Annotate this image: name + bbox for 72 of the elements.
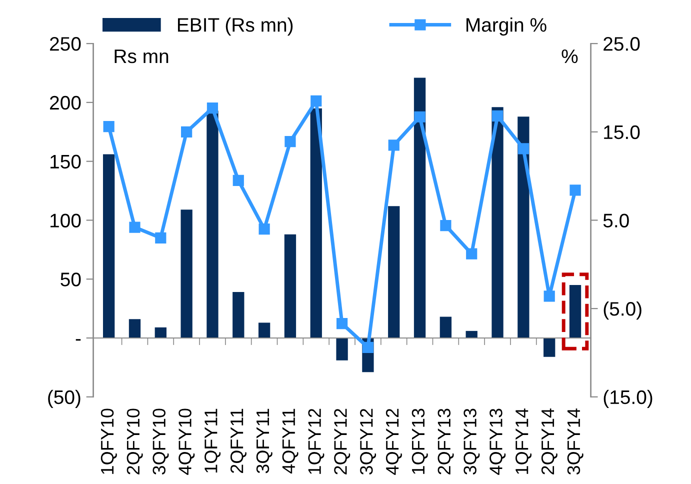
point [518, 143, 529, 154]
legend-label: EBIT (Rs mn) [178, 18, 293, 36]
point [336, 318, 348, 330]
y2-tick-label: (15.0) [604, 390, 652, 408]
x-tick-label: 1QFY13 [412, 408, 428, 474]
x-tick-label: 3QFY12 [360, 408, 376, 475]
bar [284, 234, 296, 338]
point [414, 111, 426, 122]
bar [206, 110, 218, 338]
point [466, 248, 478, 260]
bar [154, 327, 166, 338]
y-tick-label: 200 [50, 96, 81, 110]
x-tick-label: 4QFY13 [490, 408, 506, 475]
bar [128, 319, 141, 338]
x-tick-label: 3QFY11 [256, 408, 272, 474]
bar [388, 206, 400, 338]
y-tick-label: 150 [50, 154, 81, 169]
x-tick-label: 2QFY13 [438, 408, 454, 474]
y-tick-label: - [76, 339, 81, 341]
y2-tick-label: 15.0 [604, 125, 640, 140]
x-tick-label: 2QFY10 [126, 408, 143, 474]
bar [310, 108, 322, 338]
y2-tick-label: 25.0 [604, 37, 640, 51]
bar [258, 322, 270, 338]
point [388, 140, 400, 151]
point [258, 223, 270, 235]
bar [180, 210, 192, 338]
y-tick-label: 250 [50, 37, 81, 51]
point [181, 126, 192, 138]
x-tick-label: 4QFY10 [178, 408, 195, 475]
bar [569, 284, 582, 338]
bar [518, 116, 530, 338]
y-tick-label: 50 [60, 272, 81, 286]
x-tick-label: 2QFY11 [230, 408, 246, 473]
bar [232, 292, 244, 338]
point [103, 121, 114, 132]
bar [544, 338, 556, 357]
bar [492, 107, 504, 338]
legend-label: Margin % [466, 18, 546, 36]
point [544, 290, 555, 302]
x-tick-label: 2QFY12 [334, 408, 350, 474]
point [570, 184, 581, 196]
point [206, 102, 218, 114]
x-tick-label: 3QFY13 [464, 408, 480, 475]
bar [414, 78, 426, 338]
point [284, 136, 296, 148]
x-tick-label: 3QFY14 [567, 408, 584, 475]
x-tick-label: 3QFY10 [152, 408, 169, 475]
x-tick-label: 1QFY12 [308, 408, 324, 474]
point [362, 342, 374, 353]
point [310, 95, 322, 107]
bar [336, 338, 348, 360]
bar [466, 330, 478, 338]
x-tick-label: 2QFY14 [541, 408, 558, 474]
x-tick-label: 1QFY14 [515, 408, 532, 474]
y2-tick-label: 5.0 [603, 214, 629, 228]
bar [440, 316, 452, 338]
y2-axis-title: % [562, 49, 578, 64]
x-tick-label: 1QFY10 [100, 408, 117, 474]
y2-tick-label: (5.0) [604, 302, 642, 320]
x-tick-label: 1QFY11 [204, 408, 221, 473]
x-tick-label: 4QFY12 [386, 408, 402, 475]
y-tick-label: (50) [48, 390, 80, 408]
bar [103, 154, 115, 338]
point [129, 222, 140, 233]
x-tick-label: 4QFY11 [282, 408, 298, 474]
y-axis-title: Rs mn [114, 50, 168, 64]
y-tick-label: 100 [50, 214, 81, 228]
point [155, 232, 166, 244]
point [440, 220, 452, 232]
point [492, 110, 504, 122]
point [232, 174, 244, 186]
